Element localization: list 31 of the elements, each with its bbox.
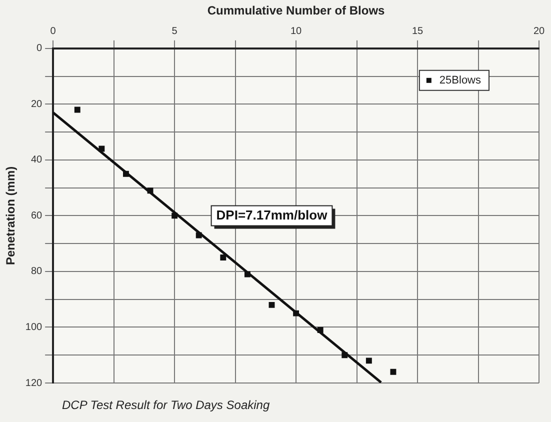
y-tick-label: 0 [36, 43, 43, 54]
y-tick-label: 20 [30, 98, 43, 110]
point [268, 302, 275, 308]
point [293, 310, 300, 316]
y-tick-label: 100 [25, 322, 43, 333]
point [317, 327, 324, 333]
point [342, 352, 348, 358]
point [366, 358, 372, 364]
point [196, 232, 202, 238]
point [172, 212, 178, 219]
point [98, 146, 105, 152]
text: DCP Test Result for Two Days Soaking [62, 398, 270, 412]
x-tick-label: 20 [533, 26, 545, 38]
x-tick-label: 10 [290, 26, 302, 38]
point [390, 368, 396, 375]
y-tick-label: 80 [30, 266, 43, 278]
annotation: DPI=7.17mm/blow [216, 207, 328, 222]
y-axis-title: Penetration (mm) [4, 166, 18, 266]
y-tick-label: 120 [25, 378, 43, 389]
x-tick-label: 0 [50, 26, 56, 38]
point [220, 254, 226, 260]
x-axis-title: Cummulative Number of Blows [207, 4, 386, 18]
y-tick-label: 40 [30, 154, 43, 166]
x-tick-label: 15 [412, 26, 424, 38]
point [244, 271, 250, 278]
point [74, 106, 80, 113]
point [147, 188, 154, 194]
y-tick-label: 60 [30, 210, 43, 222]
point [122, 170, 129, 177]
legend-label: 25Blows [439, 74, 482, 86]
x-tick-label: 5 [172, 26, 178, 38]
